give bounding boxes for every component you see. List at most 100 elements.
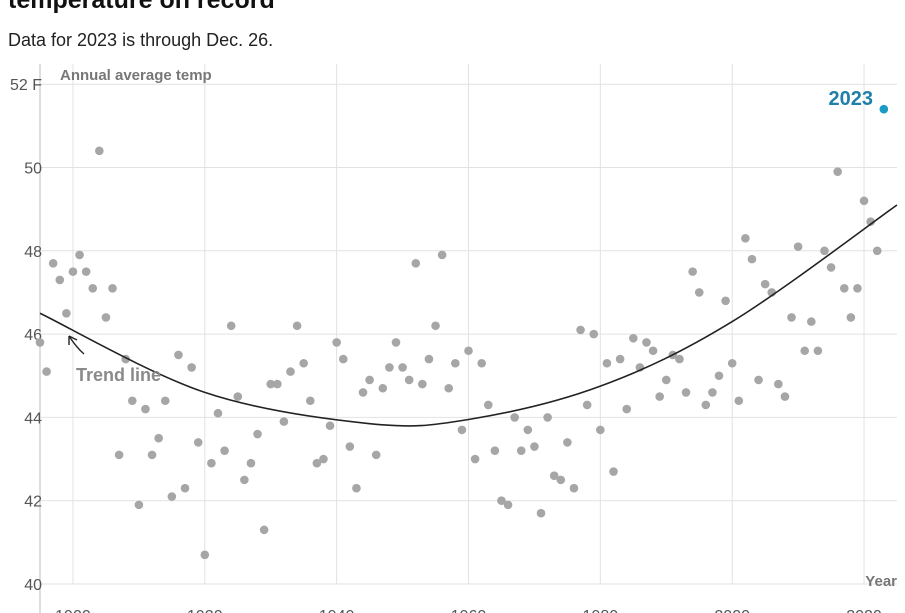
data-point	[536, 508, 546, 518]
data-point	[437, 250, 447, 260]
data-point	[596, 425, 605, 435]
data-point	[312, 458, 322, 468]
data-point	[213, 408, 223, 418]
data-point	[543, 413, 552, 422]
data-point	[68, 267, 78, 276]
point-layer	[35, 104, 889, 560]
data-point	[530, 442, 539, 451]
data-point	[299, 358, 308, 368]
data-point	[503, 500, 513, 510]
data-point	[371, 450, 381, 460]
data-point	[483, 400, 493, 410]
data-point	[358, 388, 368, 397]
data-point	[846, 313, 856, 322]
chart-subtitle: Data for 2023 is through Dec. 26.	[8, 30, 274, 50]
x-axis-title: Year	[865, 573, 897, 590]
data-point	[872, 246, 882, 256]
data-point	[345, 442, 355, 451]
data-point	[127, 396, 137, 406]
x-tick-label: 1980	[583, 608, 619, 613]
data-point	[523, 425, 533, 435]
data-point	[141, 404, 150, 414]
data-point	[55, 275, 65, 285]
x-tick-label: 1940	[319, 608, 355, 613]
data-point	[516, 446, 526, 456]
data-point	[332, 338, 341, 347]
data-point	[365, 375, 374, 385]
data-point	[754, 375, 763, 385]
data-point	[207, 458, 216, 468]
data-point	[615, 354, 625, 364]
data-point	[714, 371, 724, 381]
data-point	[108, 283, 117, 293]
data-point	[325, 421, 335, 431]
y-tick-label: 50	[24, 161, 42, 178]
data-point	[642, 338, 651, 347]
data-point	[62, 308, 71, 318]
data-point	[734, 396, 744, 406]
data-point	[418, 379, 427, 389]
data-point	[661, 375, 671, 385]
data-point	[807, 317, 816, 326]
data-point	[42, 367, 51, 376]
data-point	[187, 363, 196, 372]
x-tick-label: 1900	[55, 608, 91, 613]
data-point	[780, 392, 790, 401]
data-point	[233, 392, 243, 401]
x-tick-label: 2020	[846, 608, 882, 613]
data-point	[226, 321, 236, 331]
data-point	[273, 379, 282, 389]
data-point	[338, 354, 348, 364]
chart-title: temperature on record	[8, 0, 275, 14]
data-point	[48, 258, 58, 268]
x-tick-label: 1920	[187, 608, 223, 613]
x-tick-label: 2000	[714, 608, 750, 613]
data-point	[688, 267, 697, 276]
data-point	[774, 379, 783, 389]
data-point	[549, 471, 559, 481]
data-point	[648, 346, 658, 356]
data-point	[319, 454, 328, 464]
data-point	[760, 279, 770, 289]
data-point	[477, 358, 486, 368]
data-point	[859, 196, 869, 206]
data-point	[629, 333, 638, 343]
data-point	[305, 396, 315, 406]
data-point	[266, 379, 276, 389]
data-point	[101, 313, 111, 322]
data-point	[444, 383, 454, 393]
data-point	[563, 438, 572, 447]
data-point	[35, 338, 45, 347]
data-point	[820, 246, 829, 256]
data-point	[378, 383, 388, 393]
data-point	[292, 321, 302, 331]
data-point	[582, 400, 592, 410]
data-point	[589, 329, 599, 339]
data-point	[708, 388, 717, 397]
data-point	[431, 321, 440, 331]
data-point	[88, 283, 98, 293]
data-point	[174, 350, 183, 360]
data-point	[675, 354, 684, 364]
data-point	[800, 346, 810, 356]
y-tick-label: 52 F	[10, 77, 42, 94]
data-point	[200, 550, 210, 560]
data-point	[490, 446, 500, 456]
data-point	[424, 354, 434, 364]
data-point	[602, 358, 612, 368]
data-point	[721, 296, 730, 306]
data-point	[134, 500, 144, 510]
data-point	[259, 525, 269, 535]
data-point	[240, 475, 249, 485]
data-point	[167, 492, 177, 501]
data-point	[391, 338, 401, 347]
data-point	[114, 450, 124, 460]
trend-line-label: Trend line	[76, 365, 161, 385]
data-point	[95, 146, 104, 156]
data-point	[470, 454, 480, 464]
x-tick-label: 1960	[451, 608, 487, 613]
data-point	[556, 475, 566, 485]
data-point	[253, 429, 262, 439]
